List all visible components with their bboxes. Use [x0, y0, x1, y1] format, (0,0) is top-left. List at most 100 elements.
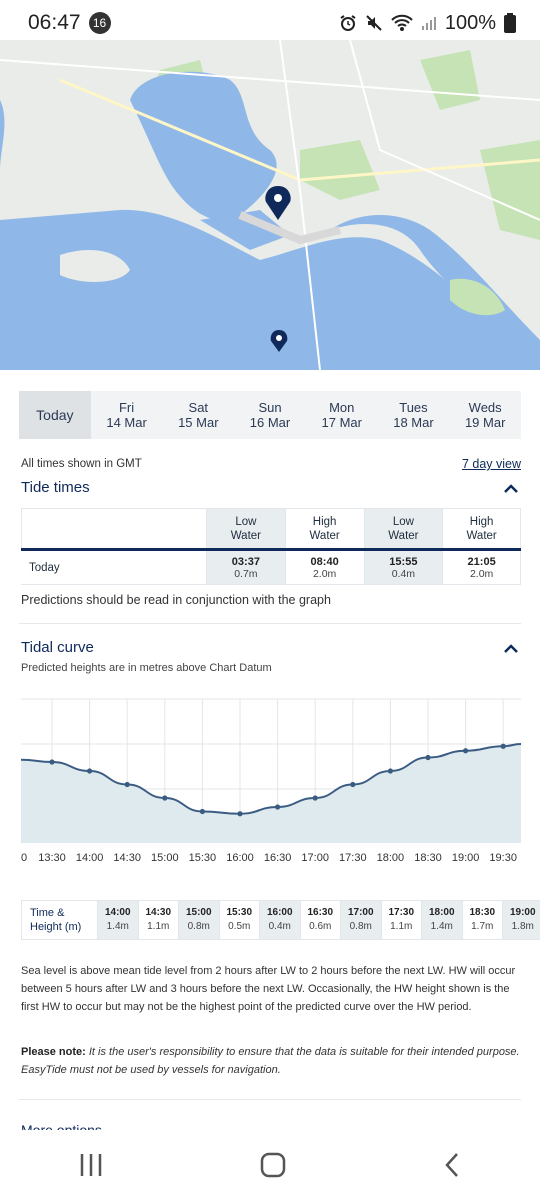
x-tick-label: 0: [21, 852, 27, 864]
tab-date-label: 17 Mar: [321, 415, 362, 430]
cell-time: 18:30: [469, 907, 496, 918]
tab-day-label: Sat: [188, 400, 209, 415]
x-tick-label: 16:30: [264, 852, 292, 864]
curve-point-16:00: [237, 811, 243, 817]
tidal-curve-chart[interactable]: 0 13:30 14:00 14:30 15:00 15:30 16:00 16:30 17:0…: [0, 695, 540, 865]
time-height-cell: 19:00 1.8m: [502, 901, 540, 939]
more-options-header[interactable]: More options: [21, 1122, 102, 1130]
tab-day-label: Mon: [329, 400, 355, 415]
tab-sat[interactable]: Sat 15 Mar: [162, 391, 234, 439]
cell-height: 1.4m: [106, 921, 129, 932]
please-note-label: Please note:: [21, 1046, 86, 1058]
divider: [19, 1099, 521, 1100]
time-height-cell: 16:00 0.4m: [259, 901, 300, 939]
collapse-tide-times-chevron-up-icon[interactable]: [504, 484, 518, 494]
x-tick-label: 18:30: [414, 852, 442, 864]
time-height-cell: 18:00 1.4m: [421, 901, 462, 939]
header-low-water: Low Water: [363, 509, 443, 548]
day-tabs: Today Fri 14 Mar Sat 15 Mar Sun 16 Mar M…: [19, 391, 521, 439]
tab-tues[interactable]: Tues 18 Mar: [378, 391, 450, 439]
meta-row: All times shown in GMT 7 day view: [21, 457, 521, 471]
status-icons: 100%: [339, 12, 516, 35]
tab-date-label: 15 Mar: [178, 415, 219, 430]
curve-point-19:30: [500, 743, 506, 749]
x-tick-label: 17:30: [339, 852, 367, 864]
table-divider: [21, 548, 521, 551]
tidal-curve-title: Tidal curve: [21, 639, 94, 656]
time-height-cell: 18:30 1.7m: [461, 901, 503, 939]
seven-day-view-link[interactable]: 7 day view: [461, 457, 521, 471]
curve-point-17:30: [350, 781, 356, 788]
cell-height: 0.6m: [309, 921, 332, 932]
x-tick-label: 15:30: [189, 852, 217, 864]
wifi-icon: [391, 14, 413, 31]
tide-info-paragraph: Sea level is above mean tide level from …: [21, 965, 516, 1013]
cell-height: 1.8m: [511, 921, 534, 932]
tab-date-label: 16 Mar: [249, 415, 291, 430]
x-tick-label: 16:00: [226, 852, 254, 864]
time-height-cell: 15:00 0.8m: [178, 901, 219, 939]
cell-time: 17:00: [347, 907, 374, 918]
tab-today[interactable]: Today: [19, 391, 91, 439]
time-height-table[interactable]: Time & Height (m) 14:00 1.4m 14:30 1.1m 15:0…: [21, 900, 540, 940]
time-height-cell: 17:00 0.8m: [340, 901, 381, 939]
station-pin-icon[interactable]: [265, 186, 291, 220]
cell-time: 14:00: [104, 907, 131, 918]
time-height-cell: 14:00 1.4m: [97, 901, 138, 939]
cell-time: 15:30: [226, 907, 253, 918]
back-icon[interactable]: [442, 1152, 462, 1178]
time-height-cell: 15:30 0.5m: [218, 901, 260, 939]
x-tick-label: 13:30: [38, 852, 66, 864]
curve-point-14:00: [87, 768, 93, 774]
cell-height: 1.1m: [390, 921, 413, 932]
recent-apps-icon[interactable]: [78, 1153, 104, 1177]
cell-height: 1.4m: [430, 921, 453, 932]
header-high-water: High Water: [442, 509, 521, 548]
tab-day-label: Fri: [118, 400, 135, 415]
time-height-cell: 17:30 1.1m: [380, 901, 422, 939]
tab-weds[interactable]: Weds 19 Mar: [449, 391, 521, 439]
battery-icon: [504, 13, 516, 33]
tide-station-map[interactable]: [0, 40, 540, 370]
tab-day-label: Weds: [468, 400, 502, 415]
offshore-pin-icon[interactable]: [270, 330, 288, 352]
x-tick-label: 18:00: [377, 852, 405, 864]
x-tick-label: 17:00: [301, 852, 329, 864]
x-tick-label: 19:30: [489, 852, 517, 864]
time-height-cell: 14:30 1.1m: [137, 901, 179, 939]
tab-day-label: Sun: [258, 400, 282, 415]
cell-time: 18:00: [428, 907, 455, 918]
x-tick-label: 19:00: [452, 852, 480, 864]
tab-mon[interactable]: Mon 17 Mar: [306, 391, 378, 439]
curve-point-13:30: [49, 759, 55, 765]
predictions-note: Predictions should be read in conjunctio…: [21, 593, 331, 607]
home-icon[interactable]: [260, 1152, 286, 1178]
time-height-cell: 16:30 0.6m: [299, 901, 341, 939]
tide-times-table: Low Water High Water Low Water High Wate…: [21, 508, 521, 585]
please-note-paragraph: Please note: It is the user's responsibi…: [21, 1043, 521, 1079]
battery-percent: 100%: [444, 11, 496, 34]
curve-point-16:30: [275, 804, 281, 810]
cell-time: 14:30: [145, 907, 172, 918]
tab-day-label: Today: [36, 406, 74, 423]
cell-height: 0.5m: [228, 921, 251, 932]
tab-sun[interactable]: Sun 16 Mar: [234, 391, 306, 439]
tab-fri[interactable]: Fri 14 Mar: [91, 391, 163, 439]
collapse-tidal-curve-chevron-up-icon[interactable]: [504, 644, 518, 654]
curve-point-17:00: [312, 795, 318, 801]
time-height-label: Time & Height (m): [21, 901, 97, 939]
x-tick-label: 15:00: [151, 852, 179, 864]
curve-point-15:30: [199, 808, 205, 815]
header-low-water: Low Water: [206, 509, 285, 548]
cell-time: 16:00: [266, 907, 293, 918]
cell-height: 1.1m: [147, 921, 170, 932]
cell-height: 1.7m: [471, 921, 494, 932]
curve-point-15:00: [162, 795, 168, 801]
tidal-curve-svg: 0 13:30 14:00 14:30 15:00 15:30 16:00 16:30 17:0…: [21, 698, 522, 864]
mute-icon: [366, 15, 382, 31]
curve-point-18:30: [425, 754, 431, 761]
please-note-text: It is the user's responsibility to ensur…: [21, 1046, 520, 1076]
cell-height: 0.8m: [187, 921, 210, 932]
map-graphic: [0, 40, 540, 370]
tide-cell: 21:05 2.0m: [442, 551, 521, 584]
